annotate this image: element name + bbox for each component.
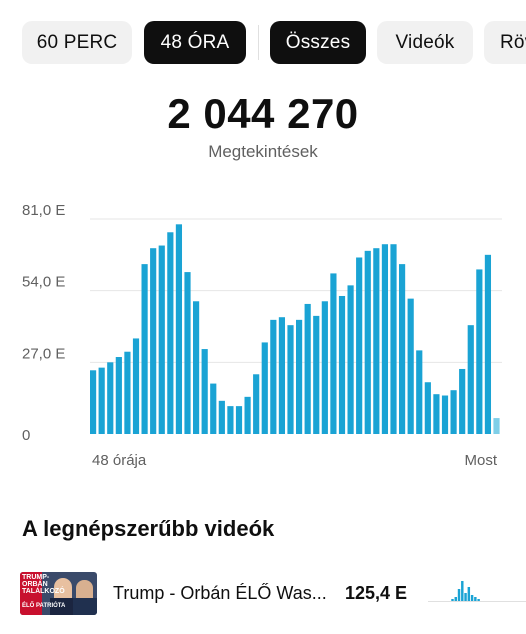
- bar[interactable]: [373, 248, 380, 434]
- total-views: 2 044 270: [167, 90, 359, 137]
- bar[interactable]: [201, 349, 208, 434]
- bar[interactable]: [390, 244, 397, 434]
- bar[interactable]: [433, 394, 440, 434]
- bar[interactable]: [90, 370, 97, 434]
- bar[interactable]: [193, 301, 200, 434]
- video-thumbnail: TRUMP- ORBÁN TALÁLKOZÓ ÉLŐ PATRIÓTA: [20, 572, 97, 615]
- bar[interactable]: [132, 338, 140, 434]
- views-bar-chart: 0 27,0 E 54,0 E 81,0 E 48 órája Most: [22, 202, 502, 469]
- video-row[interactable]: TRUMP- ORBÁN TALÁLKOZÓ ÉLŐ PATRIÓTA Trum…: [20, 570, 526, 616]
- bar[interactable]: [313, 315, 320, 434]
- bar[interactable]: [424, 382, 431, 434]
- bar[interactable]: [175, 224, 183, 434]
- chip-60-perc[interactable]: 60 PERC: [22, 21, 132, 64]
- sparkline-bar: [477, 599, 480, 601]
- chip-osszes-label: Összes: [285, 31, 351, 53]
- bar[interactable]: [364, 250, 371, 434]
- bar[interactable]: [158, 245, 165, 434]
- bar[interactable]: [278, 317, 286, 434]
- thumbnail-suit-2: [73, 598, 97, 615]
- bar[interactable]: [321, 301, 328, 434]
- bar[interactable]: [124, 351, 131, 434]
- bar[interactable]: [356, 257, 363, 434]
- thumbnail-red-band: [20, 572, 42, 615]
- sparkline-bar: [457, 589, 461, 601]
- bar[interactable]: [347, 285, 354, 434]
- bar[interactable]: [235, 406, 243, 434]
- y-tick-label: 27,0 E: [22, 345, 65, 362]
- sparkline-bar: [470, 595, 474, 601]
- bar[interactable]: [270, 319, 277, 434]
- bar[interactable]: [141, 264, 148, 434]
- bar[interactable]: [441, 395, 449, 434]
- sparkline-bar: [474, 597, 477, 601]
- bar[interactable]: [98, 367, 105, 434]
- bar[interactable]: [381, 244, 389, 434]
- top-videos-title: A legnépszerűbb videók: [22, 516, 275, 541]
- bar[interactable]: [304, 303, 311, 434]
- sparkline-bar: [454, 597, 457, 601]
- bar[interactable]: [184, 272, 191, 434]
- thumbnail-caption: TRUMP- ORBÁN TALÁLKOZÓ: [22, 574, 65, 595]
- sparkline-bar: [461, 581, 464, 601]
- thumbnail-caption-live: ÉLŐ PATRIÓTA: [22, 603, 66, 609]
- y-tick-label: 54,0 E: [22, 274, 65, 291]
- chip-videok[interactable]: Videók: [377, 21, 473, 64]
- bar[interactable]: [287, 325, 294, 434]
- bar[interactable]: [107, 362, 114, 434]
- sparkline-bar: [464, 593, 467, 601]
- bar[interactable]: [459, 368, 466, 434]
- y-tick-label: 0: [22, 427, 30, 444]
- bar[interactable]: [261, 342, 268, 434]
- bar[interactable]: [150, 248, 157, 434]
- bar[interactable]: [450, 390, 457, 434]
- bar[interactable]: [210, 383, 217, 434]
- chip-60-perc-label: 60 PERC: [36, 31, 118, 53]
- bar[interactable]: [467, 325, 474, 434]
- video-sparkline: [428, 581, 526, 602]
- video-title: Trump - Orbán ÉLŐ Was...: [113, 583, 327, 603]
- sparkline-bar: [451, 599, 454, 601]
- bar[interactable]: [244, 396, 251, 434]
- bar[interactable]: [218, 400, 225, 434]
- bar[interactable]: [407, 298, 414, 434]
- bar[interactable]: [399, 264, 406, 434]
- bar[interactable]: [296, 319, 303, 434]
- y-tick-label: 81,0 E: [22, 202, 65, 219]
- bar[interactable]: [253, 374, 260, 434]
- bar[interactable]: [227, 406, 234, 434]
- x-start-label: 48 órája: [92, 452, 147, 469]
- thumbnail-suit-1: [50, 598, 76, 615]
- bar[interactable]: [484, 254, 492, 434]
- bar[interactable]: [476, 269, 483, 434]
- chip-osszes[interactable]: Összes: [270, 21, 366, 64]
- total-views-label: Megtekintések: [208, 142, 318, 161]
- bar-current-hour[interactable]: [493, 418, 500, 434]
- video-views: 125,4 E: [345, 583, 408, 603]
- bar[interactable]: [416, 350, 423, 434]
- sparkline-bar: [467, 587, 471, 601]
- chip-48-ora[interactable]: 48 ÓRA: [144, 21, 246, 64]
- bar[interactable]: [338, 295, 346, 434]
- bar[interactable]: [115, 357, 122, 434]
- chip-rovid[interactable]: Röv: [484, 21, 526, 64]
- bar[interactable]: [167, 232, 174, 434]
- x-end-label: Most: [464, 452, 497, 469]
- chip-rovid-label: Röv: [500, 31, 526, 53]
- chip-divider: [258, 25, 259, 60]
- chip-videok-label: Videók: [395, 31, 455, 53]
- chip-48-ora-label: 48 ÓRA: [160, 31, 230, 53]
- bar[interactable]: [330, 273, 337, 434]
- filter-chips: 60 PERC 48 ÓRA Összes Videók Röv: [22, 21, 526, 64]
